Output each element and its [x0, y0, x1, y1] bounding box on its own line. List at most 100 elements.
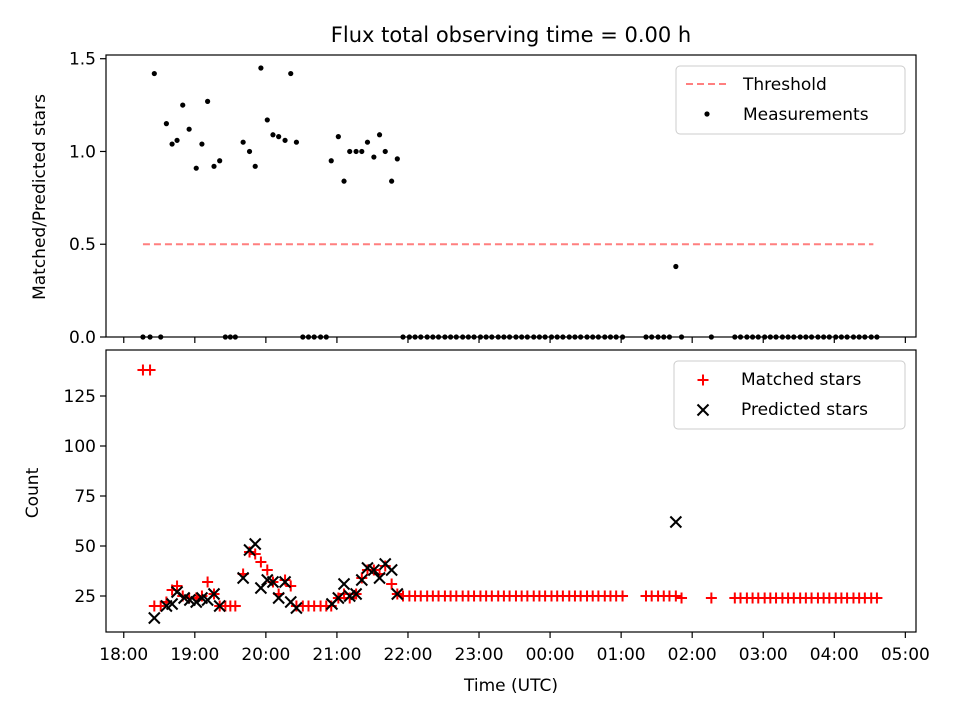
- predicted-star-point: [190, 595, 203, 609]
- predicted-star-point: [337, 577, 351, 591]
- measurement-point: [412, 334, 418, 340]
- matched-star-point: [386, 578, 398, 590]
- measurement-point: [584, 334, 590, 340]
- measurement-point: [749, 334, 756, 340]
- measurement-point: [578, 334, 584, 340]
- legend-threshold-label: Threshold: [742, 75, 827, 95]
- matched-star-point: [871, 592, 883, 604]
- measurement-point: [803, 334, 809, 340]
- measurement-point: [477, 334, 484, 340]
- top-y-tick-label: 1.0: [69, 142, 96, 162]
- measurement-point: [661, 334, 667, 340]
- measurement-point: [548, 334, 555, 340]
- measurement-point: [808, 334, 815, 340]
- measurement-point: [732, 334, 738, 340]
- measurement-point: [371, 154, 377, 160]
- matched-star-point: [155, 600, 167, 612]
- bottom-panel: 25 50 75 100 125 18:00 19:00 20:00 21:00 22:00 23…: [23, 349, 930, 696]
- legend-matched-marker: [697, 374, 709, 386]
- measurement-point: [850, 334, 857, 340]
- measurement-point: [602, 334, 608, 340]
- measurement-point: [227, 334, 233, 340]
- measurement-point: [844, 334, 850, 340]
- predicted-star-point: [349, 587, 363, 601]
- measurement-point: [542, 334, 548, 340]
- measurement-point: [158, 334, 164, 340]
- x-tick-label: 05:00: [881, 645, 930, 665]
- x-tick-label: 23:00: [455, 645, 504, 665]
- predicted-star-point: [148, 611, 161, 625]
- measurement-point: [140, 334, 146, 340]
- measurement-point: [406, 334, 412, 340]
- measurement-point: [341, 178, 347, 184]
- measurement-point: [755, 334, 761, 340]
- measurement-point: [838, 334, 844, 340]
- measurement-point: [779, 334, 786, 340]
- measurement-point: [211, 163, 217, 169]
- matched-star-point: [617, 590, 629, 602]
- measurement-point: [435, 334, 442, 340]
- top-y-axis: 0.0 0.5 1.0 1.5: [69, 50, 106, 348]
- matched-star-point: [676, 592, 688, 604]
- measurement-point: [240, 139, 246, 145]
- measurement-point: [282, 137, 288, 143]
- measurement-point: [382, 148, 388, 155]
- x-tick-label: 22:00: [383, 645, 432, 665]
- top-legend-box: [675, 65, 906, 135]
- legend-matched-label: Matched stars: [741, 370, 861, 390]
- matched-star-point: [144, 364, 156, 376]
- legend-predicted-label: Predicted stars: [741, 400, 868, 420]
- measurement-point: [418, 334, 424, 340]
- matched-star-point: [229, 600, 241, 612]
- measurement-point: [572, 334, 578, 340]
- predicted-star-point: [332, 591, 345, 605]
- measurement-point: [785, 334, 791, 340]
- measurement-point: [453, 334, 459, 340]
- x-tick-label: 01:00: [597, 645, 646, 665]
- measurement-point: [815, 334, 821, 340]
- measurement-point: [328, 158, 334, 164]
- legend-measurements-label: Measurements: [743, 105, 869, 125]
- measurement-point: [560, 334, 566, 340]
- predicted-star-point: [391, 587, 404, 601]
- matched-star-point: [279, 574, 291, 586]
- measurement-point: [655, 334, 661, 340]
- measurement-point: [708, 334, 714, 340]
- measurement-point: [376, 132, 383, 138]
- x-tick-label: 04:00: [810, 645, 859, 665]
- predicted-star-point: [249, 537, 262, 551]
- predicted-star-point: [165, 597, 179, 611]
- measurement-point: [300, 334, 306, 340]
- matched-star-point: [171, 580, 183, 592]
- bottom-legend-box: [673, 360, 906, 430]
- bottom-x-axis: 18:00 19:00 20:00 21:00 22:00 23:00 00:00 01:00…: [99, 632, 930, 665]
- x-axis-label: Time (UTC): [463, 676, 558, 696]
- measurement-point: [460, 334, 466, 340]
- measurement-point: [868, 334, 874, 340]
- measurement-point: [513, 334, 519, 340]
- matched-star-point: [705, 592, 717, 604]
- measurement-point: [400, 334, 406, 340]
- top-y-axis-label: Matched/Predicted stars: [30, 94, 50, 300]
- measurement-point: [264, 117, 270, 123]
- measurement-point: [826, 334, 832, 340]
- predicted-star-point: [367, 563, 381, 577]
- measurement-point: [232, 334, 238, 340]
- bottom-y-tick-label: 125: [64, 387, 96, 407]
- matched-star-point: [196, 590, 208, 602]
- measurement-point: [270, 132, 276, 138]
- measurement-point: [389, 178, 395, 184]
- measurement-point: [222, 334, 228, 340]
- measurement-point: [305, 334, 312, 340]
- measurement-point: [323, 334, 329, 340]
- measurement-point: [874, 334, 880, 340]
- measurement-point: [619, 334, 626, 340]
- predicted-star-point: [278, 575, 292, 589]
- legend-predicted-swatch: [696, 403, 710, 417]
- measurement-point: [566, 334, 572, 340]
- matched-star-point: [261, 564, 273, 576]
- predicted-star-point: [213, 599, 226, 613]
- predicted-star-point: [385, 563, 398, 577]
- measurement-point: [353, 148, 359, 155]
